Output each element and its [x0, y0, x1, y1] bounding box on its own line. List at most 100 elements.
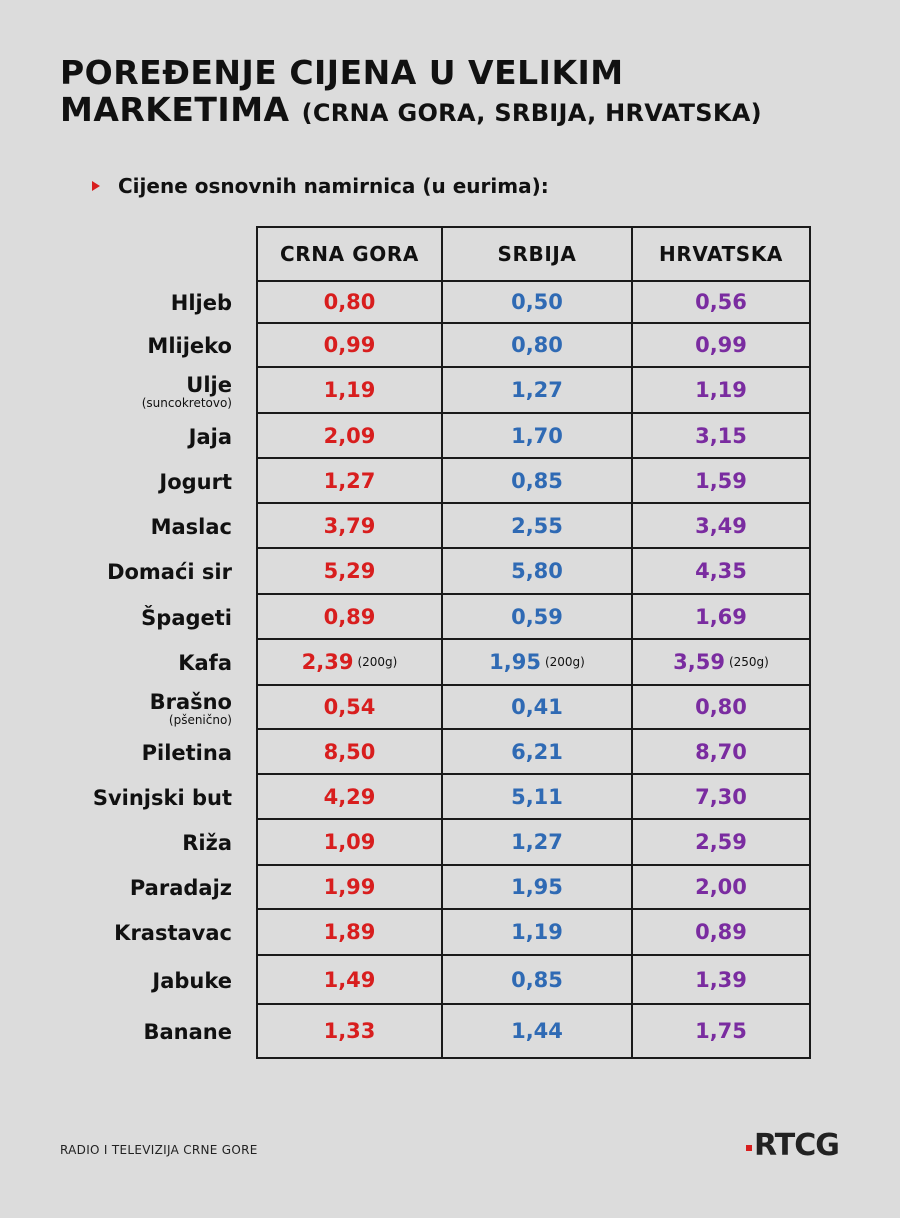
price-table: CRNA GORA SRBIJA HRVATSKA 0,80 0,50 0,56 0,…	[256, 226, 811, 1059]
title-main: POREĐENJE CIJENA U VELIKIM MARKETIMA	[60, 53, 624, 129]
price-value: 5,11	[511, 784, 563, 809]
package-size-note: (200g)	[544, 655, 585, 669]
price-srbija: 1,95	[441, 864, 633, 910]
price-crna-gora: 0,80	[256, 280, 443, 324]
price-crna-gora: 1,89	[256, 908, 443, 956]
price-value: 8,70	[695, 739, 747, 764]
table-row: 1,99 1,95 2,00	[256, 864, 811, 910]
price-value: 1,19	[323, 378, 376, 402]
price-hrvatska: 1,39	[631, 954, 811, 1005]
price-value: 6,21	[511, 739, 563, 764]
item-label: Jaja	[40, 414, 232, 459]
price-hrvatska: 0,80	[631, 684, 811, 730]
title-countries: (CRNA GORA, SRBIJA, HRVATSKA)	[301, 99, 762, 127]
item-label: Brašno (pšenično)	[40, 686, 232, 730]
item-label: Špageti	[40, 595, 232, 640]
table-row: 3,79 2,55 3,49	[256, 502, 811, 549]
price-crna-gora: 0,99	[256, 322, 443, 368]
price-value: 0,54	[323, 695, 376, 719]
price-value: 0,85	[511, 967, 563, 992]
table-row: 0,54 0,41 0,80	[256, 684, 811, 730]
price-hrvatska: 7,30	[631, 773, 811, 820]
price-crna-gora: 0,54	[256, 684, 443, 730]
item-name: Piletina	[141, 740, 232, 765]
item-sublabel: (pšenično)	[168, 712, 232, 727]
item-label: Banane	[40, 1005, 233, 1059]
price-srbija: 0,59	[441, 593, 633, 640]
item-sublabel: (suncokretovo)	[141, 395, 232, 410]
price-value: 2,00	[695, 875, 747, 899]
page-title: POREĐENJE CIJENA U VELIKIM MARKETIMA (CR…	[60, 54, 860, 132]
price-crna-gora: 1,27	[256, 457, 443, 504]
price-value: 1,49	[323, 967, 376, 992]
price-hrvatska: 8,70	[631, 728, 811, 775]
item-label: Domaći sir	[40, 549, 232, 595]
price-hrvatska: 4,35	[631, 547, 811, 595]
price-hrvatska: 0,56	[631, 280, 811, 324]
price-value: 1,19	[511, 920, 563, 944]
item-name: Mlijeko	[147, 334, 232, 358]
item-name: Krastavac	[114, 921, 232, 945]
price-value: 0,80	[695, 695, 747, 719]
item-label: Ulje (suncokretovo)	[40, 368, 232, 414]
price-value: 1,27	[511, 830, 563, 854]
price-srbija: 0,80	[441, 322, 633, 368]
item-label: Jogurt	[40, 459, 232, 504]
price-crna-gora: 5,29	[256, 547, 443, 595]
table-row: 1,49 0,85 1,39	[256, 954, 811, 1005]
price-value: 1,19	[695, 378, 747, 402]
price-crna-gora: 0,89	[256, 593, 443, 640]
logo-text: RTCG	[754, 1128, 840, 1163]
price-srbija: 0,85	[441, 954, 633, 1005]
footer-source: RADIO I TELEVIZIJA CRNE GORE	[60, 1143, 258, 1157]
price-value: 1,89	[323, 920, 376, 944]
price-value: 1,09	[323, 830, 376, 854]
price-value: 3,49	[695, 513, 747, 538]
table-row: 0,89 0,59 1,69	[256, 593, 811, 640]
item-name: Riža	[182, 831, 232, 855]
table-row: 2,09 1,70 3,15	[256, 412, 811, 459]
item-name: Jogurt	[159, 469, 232, 494]
price-srbija: 5,11	[441, 773, 633, 820]
price-hrvatska: 2,00	[631, 864, 811, 910]
price-srbija: 6,21	[441, 728, 633, 775]
price-crna-gora: 1,49	[256, 954, 443, 1005]
price-value: 3,15	[695, 423, 747, 448]
price-value: 4,29	[323, 784, 376, 809]
table-row: 2,39 (200g) 1,95 (200g) 3,59 (250g)	[256, 638, 811, 686]
item-name: Banane	[143, 1020, 233, 1044]
table-row: 5,29 5,80 4,35	[256, 547, 811, 595]
item-label: Svinjski but	[40, 775, 232, 820]
item-name: Kafa	[178, 651, 232, 675]
price-value: 1,70	[511, 423, 563, 448]
triangle-bullet-icon	[92, 181, 100, 191]
price-hrvatska: 0,99	[631, 322, 811, 368]
price-srbija: 0,41	[441, 684, 633, 730]
price-hrvatska: 1,59	[631, 457, 811, 504]
item-name: Paradajz	[129, 876, 232, 900]
price-value: 3,79	[323, 513, 376, 538]
price-hrvatska: 3,59 (250g)	[631, 638, 811, 686]
column-header-srbija: SRBIJA	[441, 226, 633, 282]
price-value: 1,69	[695, 604, 747, 629]
price-hrvatska: 1,69	[631, 593, 811, 640]
subtitle-text: Cijene osnovnih namirnica (u eurima):	[118, 174, 549, 198]
table-row: 1,09 1,27 2,59	[256, 818, 811, 866]
price-hrvatska: 2,59	[631, 818, 811, 866]
table-row: 8,50 6,21 8,70	[256, 728, 811, 775]
column-header-hrvatska: HRVATSKA	[631, 226, 811, 282]
item-label: Hljeb	[40, 282, 232, 324]
price-value: 4,35	[695, 559, 747, 583]
price-hrvatska: 3,15	[631, 412, 811, 459]
item-name: Domaći sir	[107, 560, 232, 584]
price-crna-gora: 2,09	[256, 412, 443, 459]
price-value: 1,95	[489, 650, 541, 674]
price-crna-gora: 4,29	[256, 773, 443, 820]
price-value: 1,95	[511, 875, 563, 899]
price-value: 0,80	[323, 290, 376, 314]
item-label: Paradajz	[40, 866, 232, 910]
item-label: Kafa	[40, 640, 232, 686]
section-subtitle: Cijene osnovnih namirnica (u eurima):	[92, 174, 549, 198]
price-value: 8,50	[323, 739, 376, 764]
price-srbija: 1,95 (200g)	[441, 638, 633, 686]
